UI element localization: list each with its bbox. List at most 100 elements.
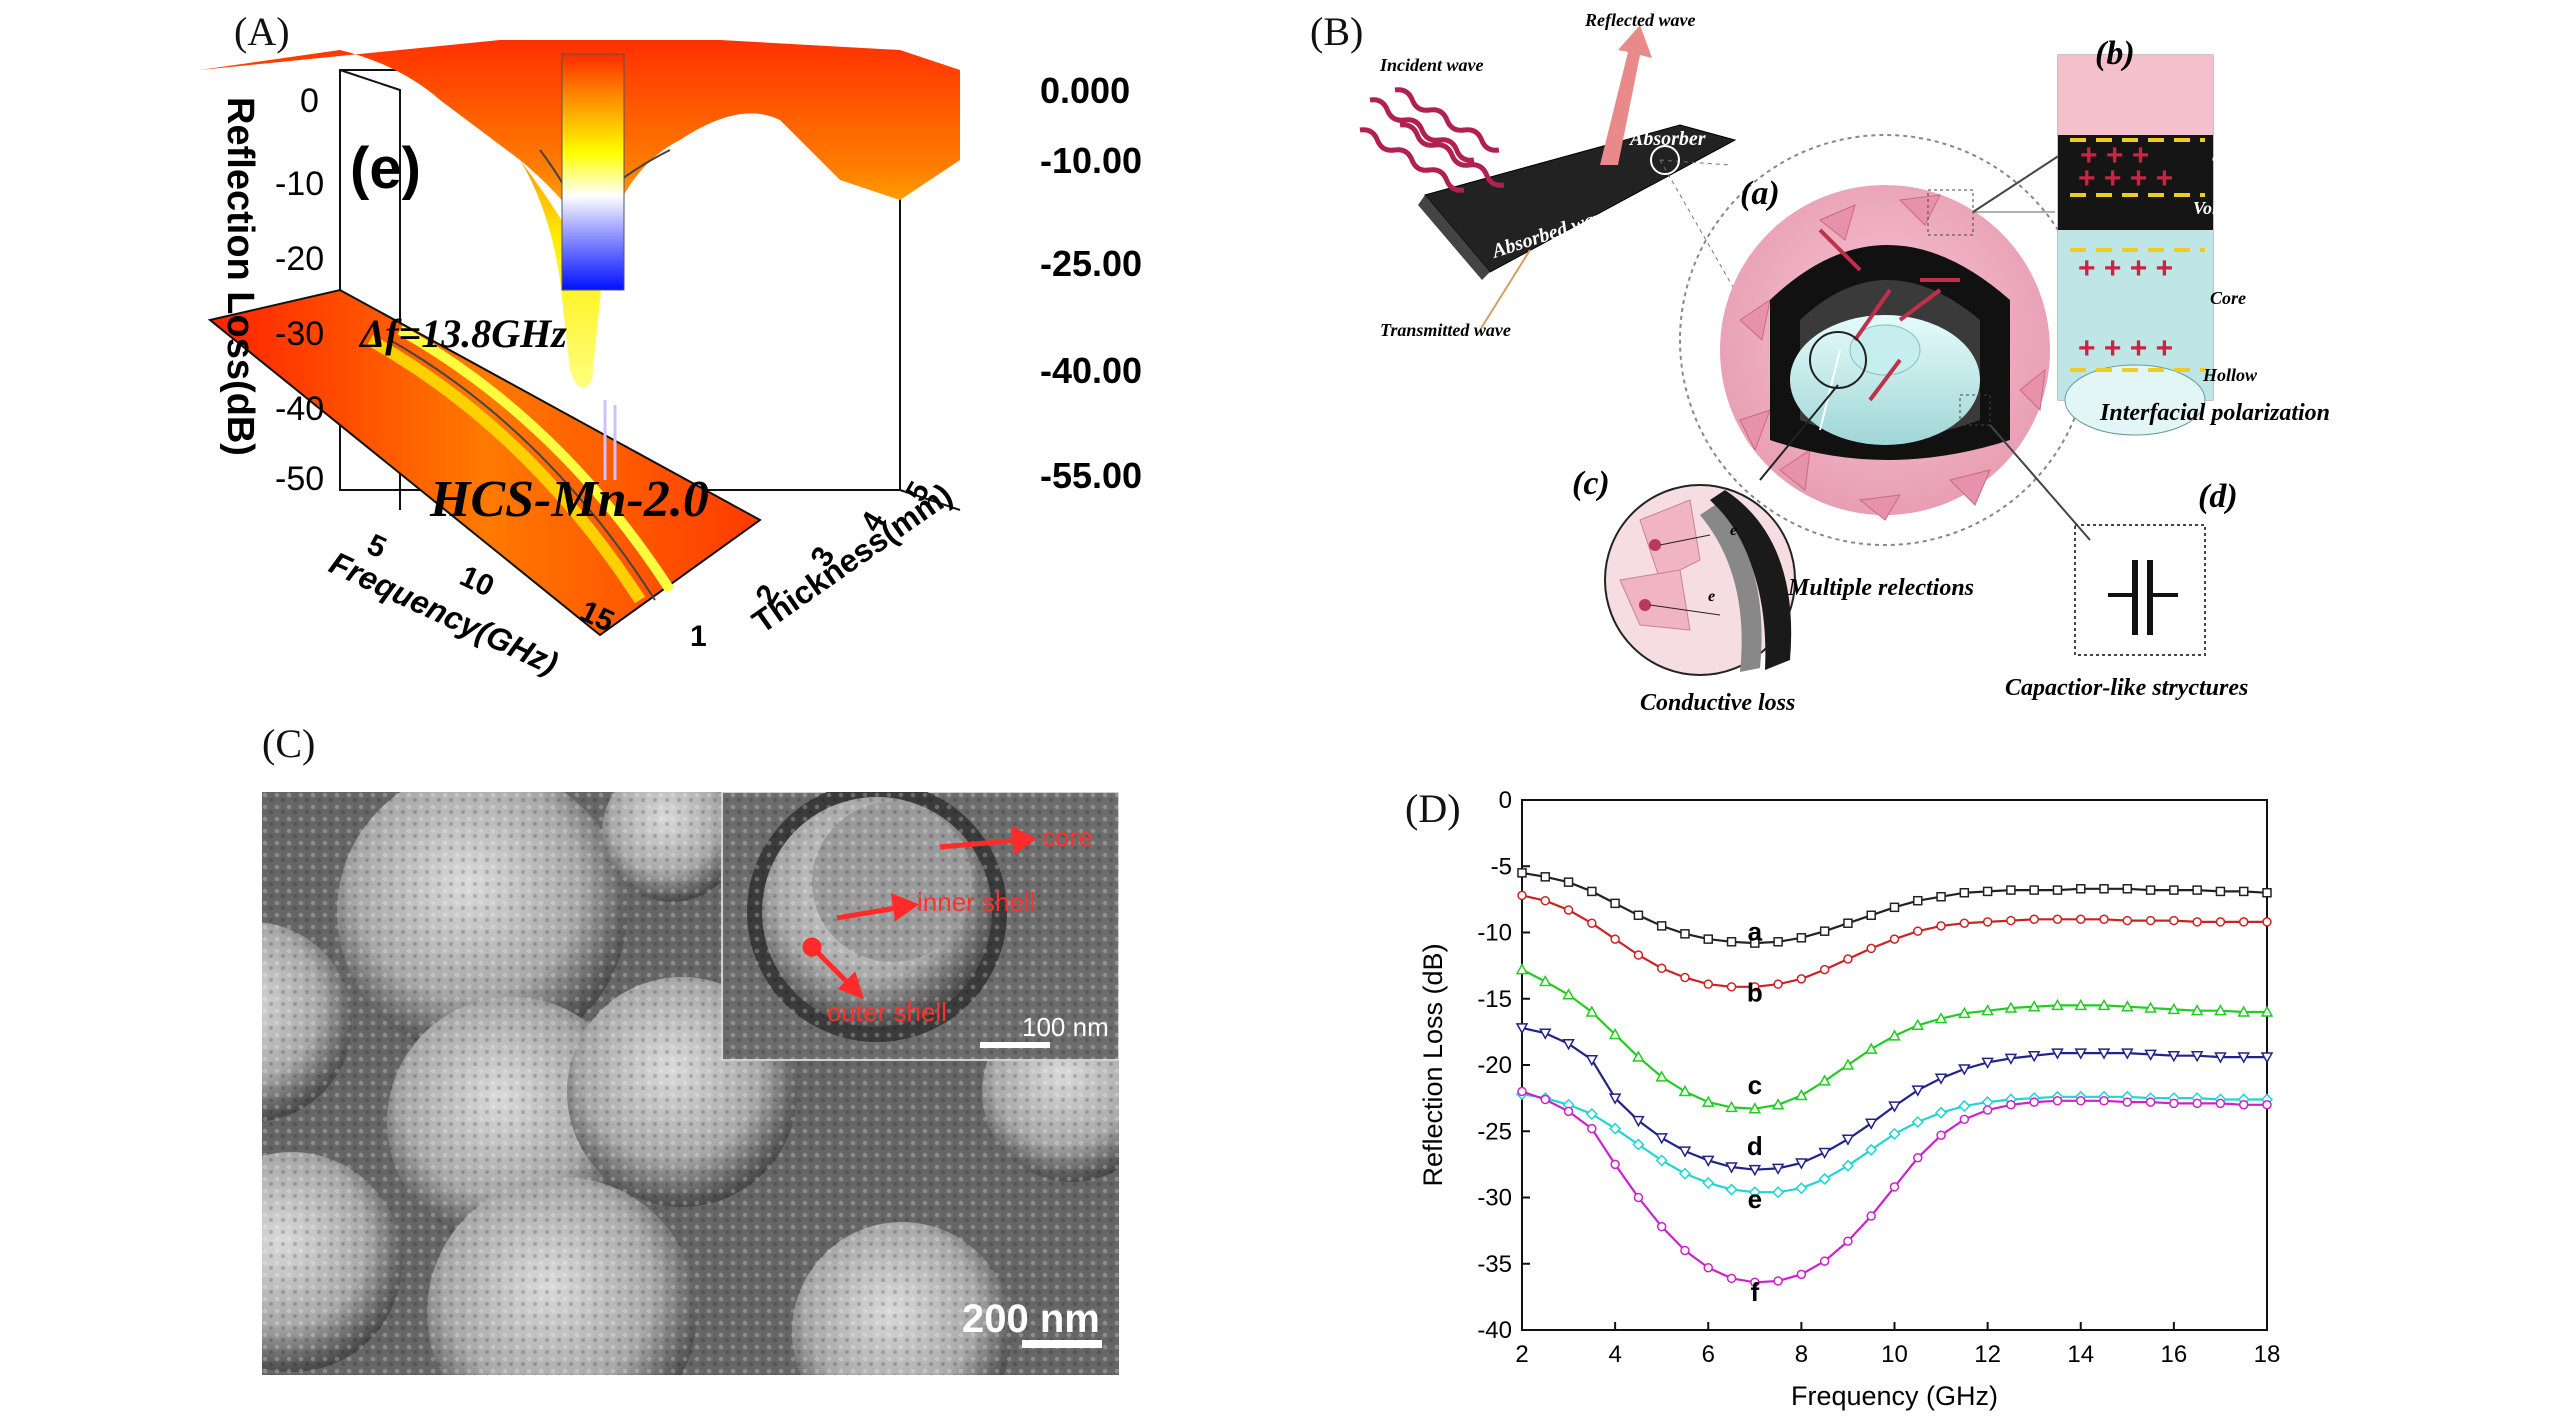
- point-b: [1726, 982, 1737, 992]
- point-a: [2122, 884, 2133, 894]
- x-tick-5: 5: [362, 528, 392, 566]
- point-a: [2145, 885, 2156, 895]
- x-tick-15: 15: [574, 594, 619, 639]
- x-tick-label: 2: [1515, 1341, 1528, 1368]
- point-a: [2029, 885, 2039, 895]
- series-label-e: e: [1748, 1184, 1762, 1214]
- point-e: [1888, 1127, 1901, 1140]
- point-d: [1585, 1054, 1599, 1067]
- point-d: [2167, 1050, 2181, 1063]
- point-b: [2052, 914, 2063, 924]
- point-c: [1515, 963, 1529, 975]
- y-tick-label: -5: [1491, 853, 1512, 880]
- point-f: [1866, 1211, 1876, 1221]
- x-tick-label: 16: [2161, 1341, 2188, 1368]
- point-d: [1795, 1158, 1808, 1170]
- point-b: [2006, 915, 2016, 926]
- point-a: [2215, 886, 2226, 897]
- point-f: [1517, 1086, 1527, 1097]
- series-label-d: d: [1747, 1131, 1763, 1161]
- point-a: [2262, 888, 2272, 898]
- point-e: [1702, 1176, 1715, 1189]
- point-c: [1655, 1070, 1668, 1082]
- point-b: [2029, 914, 2039, 924]
- point-b: [2122, 915, 2133, 926]
- point-c: [1911, 1018, 1925, 1030]
- y-tick-label: -30: [1477, 1185, 1512, 1212]
- point-b: [1610, 934, 1620, 944]
- point-d: [2097, 1048, 2111, 1060]
- point-c: [1678, 1084, 1692, 1097]
- point-c: [2214, 1004, 2227, 1016]
- point-a: [1563, 877, 1574, 887]
- z-tick-0: 0: [300, 82, 319, 120]
- y-tick-label: -20: [1477, 1052, 1512, 1079]
- point-e: [1958, 1100, 1971, 1113]
- svg-text:+ + +: + + +: [2080, 139, 2149, 172]
- point-f: [2099, 1096, 2109, 1106]
- point-f: [2215, 1098, 2226, 1109]
- point-a: [2052, 885, 2063, 895]
- point-d: [1632, 1115, 1645, 1128]
- point-b: [2192, 917, 2202, 927]
- point-f: [1587, 1123, 1597, 1134]
- point-a: [2192, 885, 2202, 895]
- point-c: [2144, 1001, 2157, 1013]
- point-f: [1610, 1159, 1620, 1170]
- point-f: [2029, 1097, 2039, 1107]
- point-c: [1585, 1005, 1599, 1017]
- point-e: [1655, 1154, 1668, 1167]
- point-b: [1517, 890, 1527, 901]
- multiple-reflections-label: Multiple relections: [1788, 575, 1974, 601]
- point-b: [1633, 950, 1644, 960]
- point-c: [2004, 1001, 2018, 1013]
- point-a: [2099, 884, 2109, 894]
- point-d: [1562, 1039, 1575, 1051]
- point-f: [2145, 1097, 2156, 1107]
- z-axis-title: Reflection Loss(dB): [218, 97, 261, 456]
- point-e: [1911, 1115, 1924, 1129]
- point-f: [1726, 1273, 1737, 1284]
- colorbar-label-3: -40.00: [1040, 350, 1143, 391]
- panel-d-label: (D): [1405, 786, 1461, 831]
- z-tick-20: -20: [275, 240, 325, 278]
- point-d: [1678, 1146, 1692, 1158]
- point-d: [1748, 1164, 1762, 1177]
- point-c: [1818, 1074, 1831, 1086]
- point-f: [1819, 1256, 1830, 1266]
- point-c: [1725, 1100, 1738, 1113]
- point-d: [2190, 1050, 2204, 1063]
- point-f: [1843, 1236, 1853, 1246]
- point-f: [1703, 1262, 1713, 1273]
- y-tick-label: -25: [1477, 1118, 1512, 1145]
- point-f: [1773, 1276, 1783, 1286]
- point-d: [1655, 1133, 1668, 1145]
- point-c: [1888, 1029, 1901, 1041]
- point-b: [2099, 914, 2109, 924]
- point-a: [1587, 886, 1597, 897]
- point-c: [1981, 1004, 1994, 1016]
- point-c: [1864, 1042, 1878, 1054]
- point-f: [1913, 1153, 1923, 1163]
- point-c: [2027, 1000, 2041, 1012]
- point-c: [1539, 974, 1552, 987]
- panel-a-label: (A): [234, 9, 290, 54]
- point-a: [1656, 921, 1667, 931]
- x-tick-label: 6: [1702, 1341, 1715, 1368]
- electron-label-2: e: [1708, 588, 1716, 605]
- point-c: [2051, 998, 2064, 1011]
- point-d: [1888, 1101, 1901, 1113]
- point-f: [1750, 1277, 1760, 1288]
- point-b: [1982, 917, 1993, 927]
- point-a: [1982, 886, 1993, 897]
- point-b: [1563, 905, 1574, 915]
- subpanel-a-label: (a): [1740, 175, 1780, 212]
- point-e: [1725, 1183, 1738, 1196]
- point-a: [2076, 884, 2086, 894]
- y-tick-label: -15: [1477, 986, 1512, 1013]
- series-label-f: f: [1750, 1277, 1759, 1307]
- point-a: [1680, 929, 1690, 939]
- point-d: [2051, 1048, 2064, 1060]
- point-d: [1818, 1147, 1831, 1159]
- colorbar-label-1: -10.00: [1040, 140, 1143, 181]
